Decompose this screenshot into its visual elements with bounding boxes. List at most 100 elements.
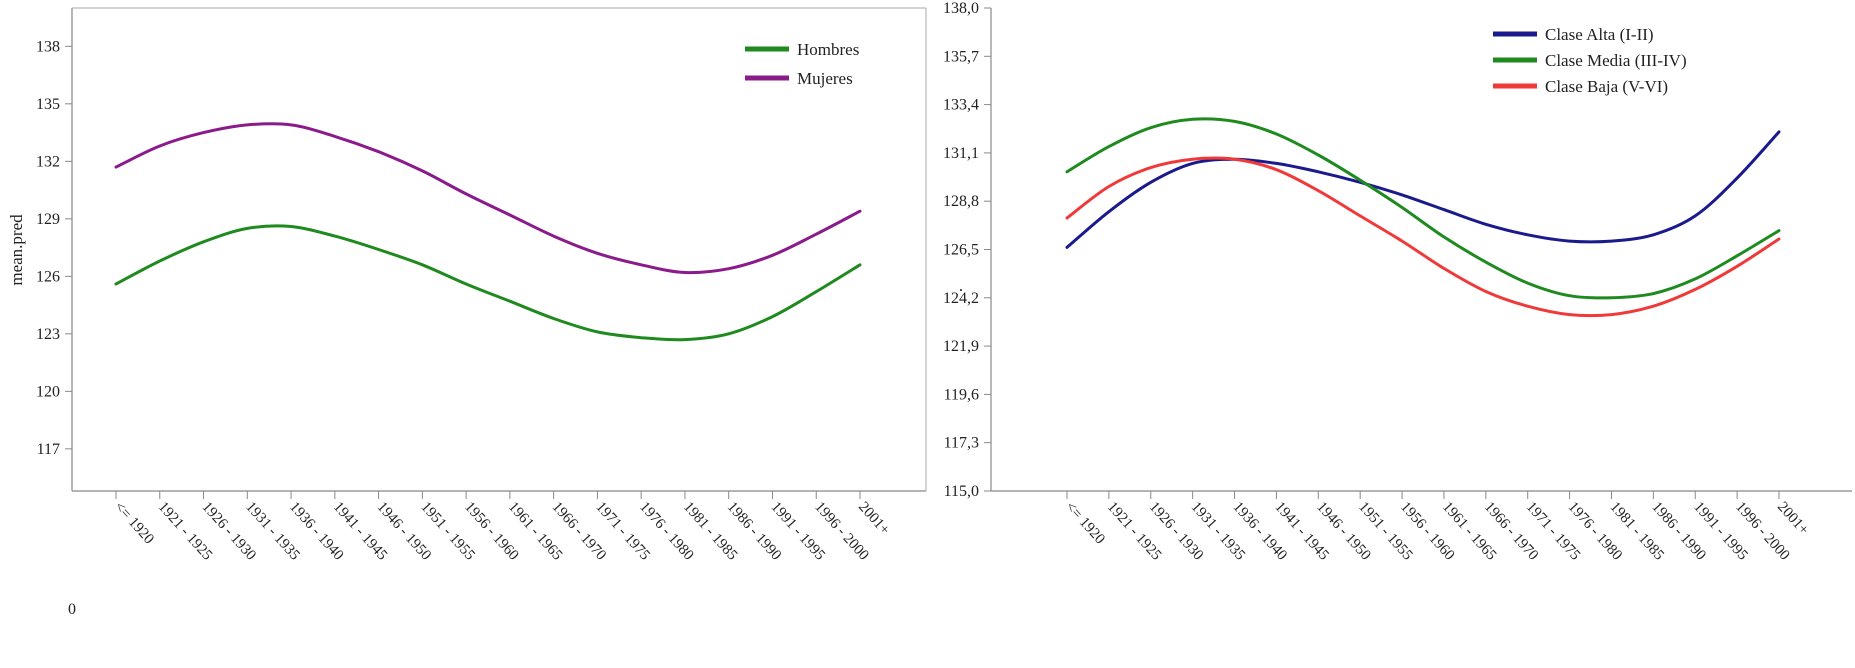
data-point <box>1610 240 1613 243</box>
y-tick-label: 131,1 <box>943 145 979 162</box>
data-point <box>1401 240 1404 243</box>
y-tick-label: 138,0 <box>943 0 979 17</box>
y-tick-label: 126,5 <box>943 242 979 259</box>
y-tick-label: 115,0 <box>944 483 979 500</box>
data-point <box>1736 254 1739 257</box>
legend-label: Clase Media (III-IV) <box>1545 51 1687 70</box>
data-point <box>1191 162 1194 165</box>
y-tick-label: 117 <box>37 441 60 458</box>
data-point <box>115 283 118 286</box>
y-axis-title: mean.pred <box>7 214 26 286</box>
y-tick-label: 129 <box>36 211 60 228</box>
x-tick-label: 2001+ <box>1774 499 1812 538</box>
data-point <box>1778 130 1781 133</box>
y-tick-label: 121,9 <box>943 338 979 355</box>
data-point <box>1568 240 1571 243</box>
data-point <box>290 123 293 126</box>
data-point <box>1736 177 1739 180</box>
data-point <box>1526 305 1529 308</box>
series-line-1 <box>1065 117 1781 300</box>
data-point <box>727 267 730 270</box>
data-point <box>1401 193 1404 196</box>
data-point <box>1778 238 1781 241</box>
x-tick-label: <= 1920 <box>1062 499 1108 547</box>
data-point <box>1107 145 1110 148</box>
data-point <box>1484 223 1487 226</box>
chart-right: . 138,0 135,7 133,4 131,1 128,8 126,5 124,2 121… <box>943 0 1852 564</box>
series-line-2 <box>1065 156 1781 318</box>
data-point <box>815 290 818 293</box>
y-tick-label: 128,8 <box>943 193 979 210</box>
data-point <box>771 315 774 318</box>
data-point <box>1359 179 1362 182</box>
data-point <box>1066 217 1069 220</box>
y-tick-label: 117,3 <box>944 435 979 452</box>
data-point <box>1652 305 1655 308</box>
data-point <box>1107 185 1110 188</box>
series-line-1 <box>114 122 862 275</box>
data-point <box>1610 313 1613 316</box>
data-point <box>1275 168 1278 171</box>
data-point <box>859 210 862 213</box>
data-point <box>1275 162 1278 165</box>
data-point <box>1442 267 1445 270</box>
y-tick-label: 124,2 <box>943 290 979 307</box>
data-point <box>1191 158 1194 161</box>
data-point <box>1526 282 1529 285</box>
data-point <box>1191 118 1194 121</box>
x-origin-label: 0 <box>68 601 76 618</box>
legend-label: Clase Alta (I-II) <box>1545 25 1654 44</box>
data-point <box>1736 265 1739 268</box>
data-point <box>508 214 511 217</box>
data-point <box>1149 181 1152 184</box>
data-point <box>1317 154 1320 157</box>
data-point <box>552 235 555 238</box>
y-tick-label: 120 <box>36 383 60 400</box>
chart-left: mean.pred 0 138 135 132 129 126 123 120 117 <= 1… <box>7 7 927 618</box>
legend-label: Mujeres <box>797 69 853 88</box>
data-point <box>246 123 249 126</box>
data-point <box>421 169 424 172</box>
data-point <box>158 260 161 263</box>
data-point <box>815 233 818 236</box>
y-tick-label: 138 <box>36 38 60 55</box>
data-point <box>1778 229 1781 232</box>
data-point <box>1694 277 1697 280</box>
data-point <box>1275 133 1278 136</box>
x-tick-label: <= 1920 <box>111 499 157 547</box>
y-tick-label: 135 <box>36 96 60 113</box>
y-tick-label: 133,4 <box>943 97 979 114</box>
data-point <box>115 166 118 169</box>
data-point <box>1442 235 1445 238</box>
data-point <box>1066 170 1069 173</box>
series-line-0 <box>114 224 862 342</box>
data-point <box>158 145 161 148</box>
data-point <box>1107 210 1110 213</box>
data-point <box>859 263 862 266</box>
data-point <box>1610 296 1613 299</box>
legend-label: Hombres <box>797 40 859 59</box>
data-point <box>246 227 249 230</box>
y-axis-title: . <box>947 288 966 292</box>
data-point <box>377 150 380 153</box>
legend-label: Clase Baja (V-VI) <box>1545 77 1668 96</box>
data-point <box>202 240 205 243</box>
data-point <box>1568 294 1571 297</box>
data-point <box>683 271 686 274</box>
data-point <box>421 263 424 266</box>
y-tick-label: 119,6 <box>944 386 979 403</box>
data-point <box>1149 126 1152 129</box>
data-point <box>465 283 468 286</box>
y-tick-label: 123 <box>36 326 60 343</box>
y-tick-label: 135,7 <box>943 48 979 65</box>
data-point <box>640 263 643 266</box>
data-point <box>1694 288 1697 291</box>
data-point <box>1526 233 1529 236</box>
data-point <box>1694 214 1697 217</box>
data-point <box>683 338 686 341</box>
data-point <box>1149 166 1152 169</box>
data-point <box>552 317 555 320</box>
data-point <box>290 225 293 228</box>
data-point <box>202 131 205 134</box>
